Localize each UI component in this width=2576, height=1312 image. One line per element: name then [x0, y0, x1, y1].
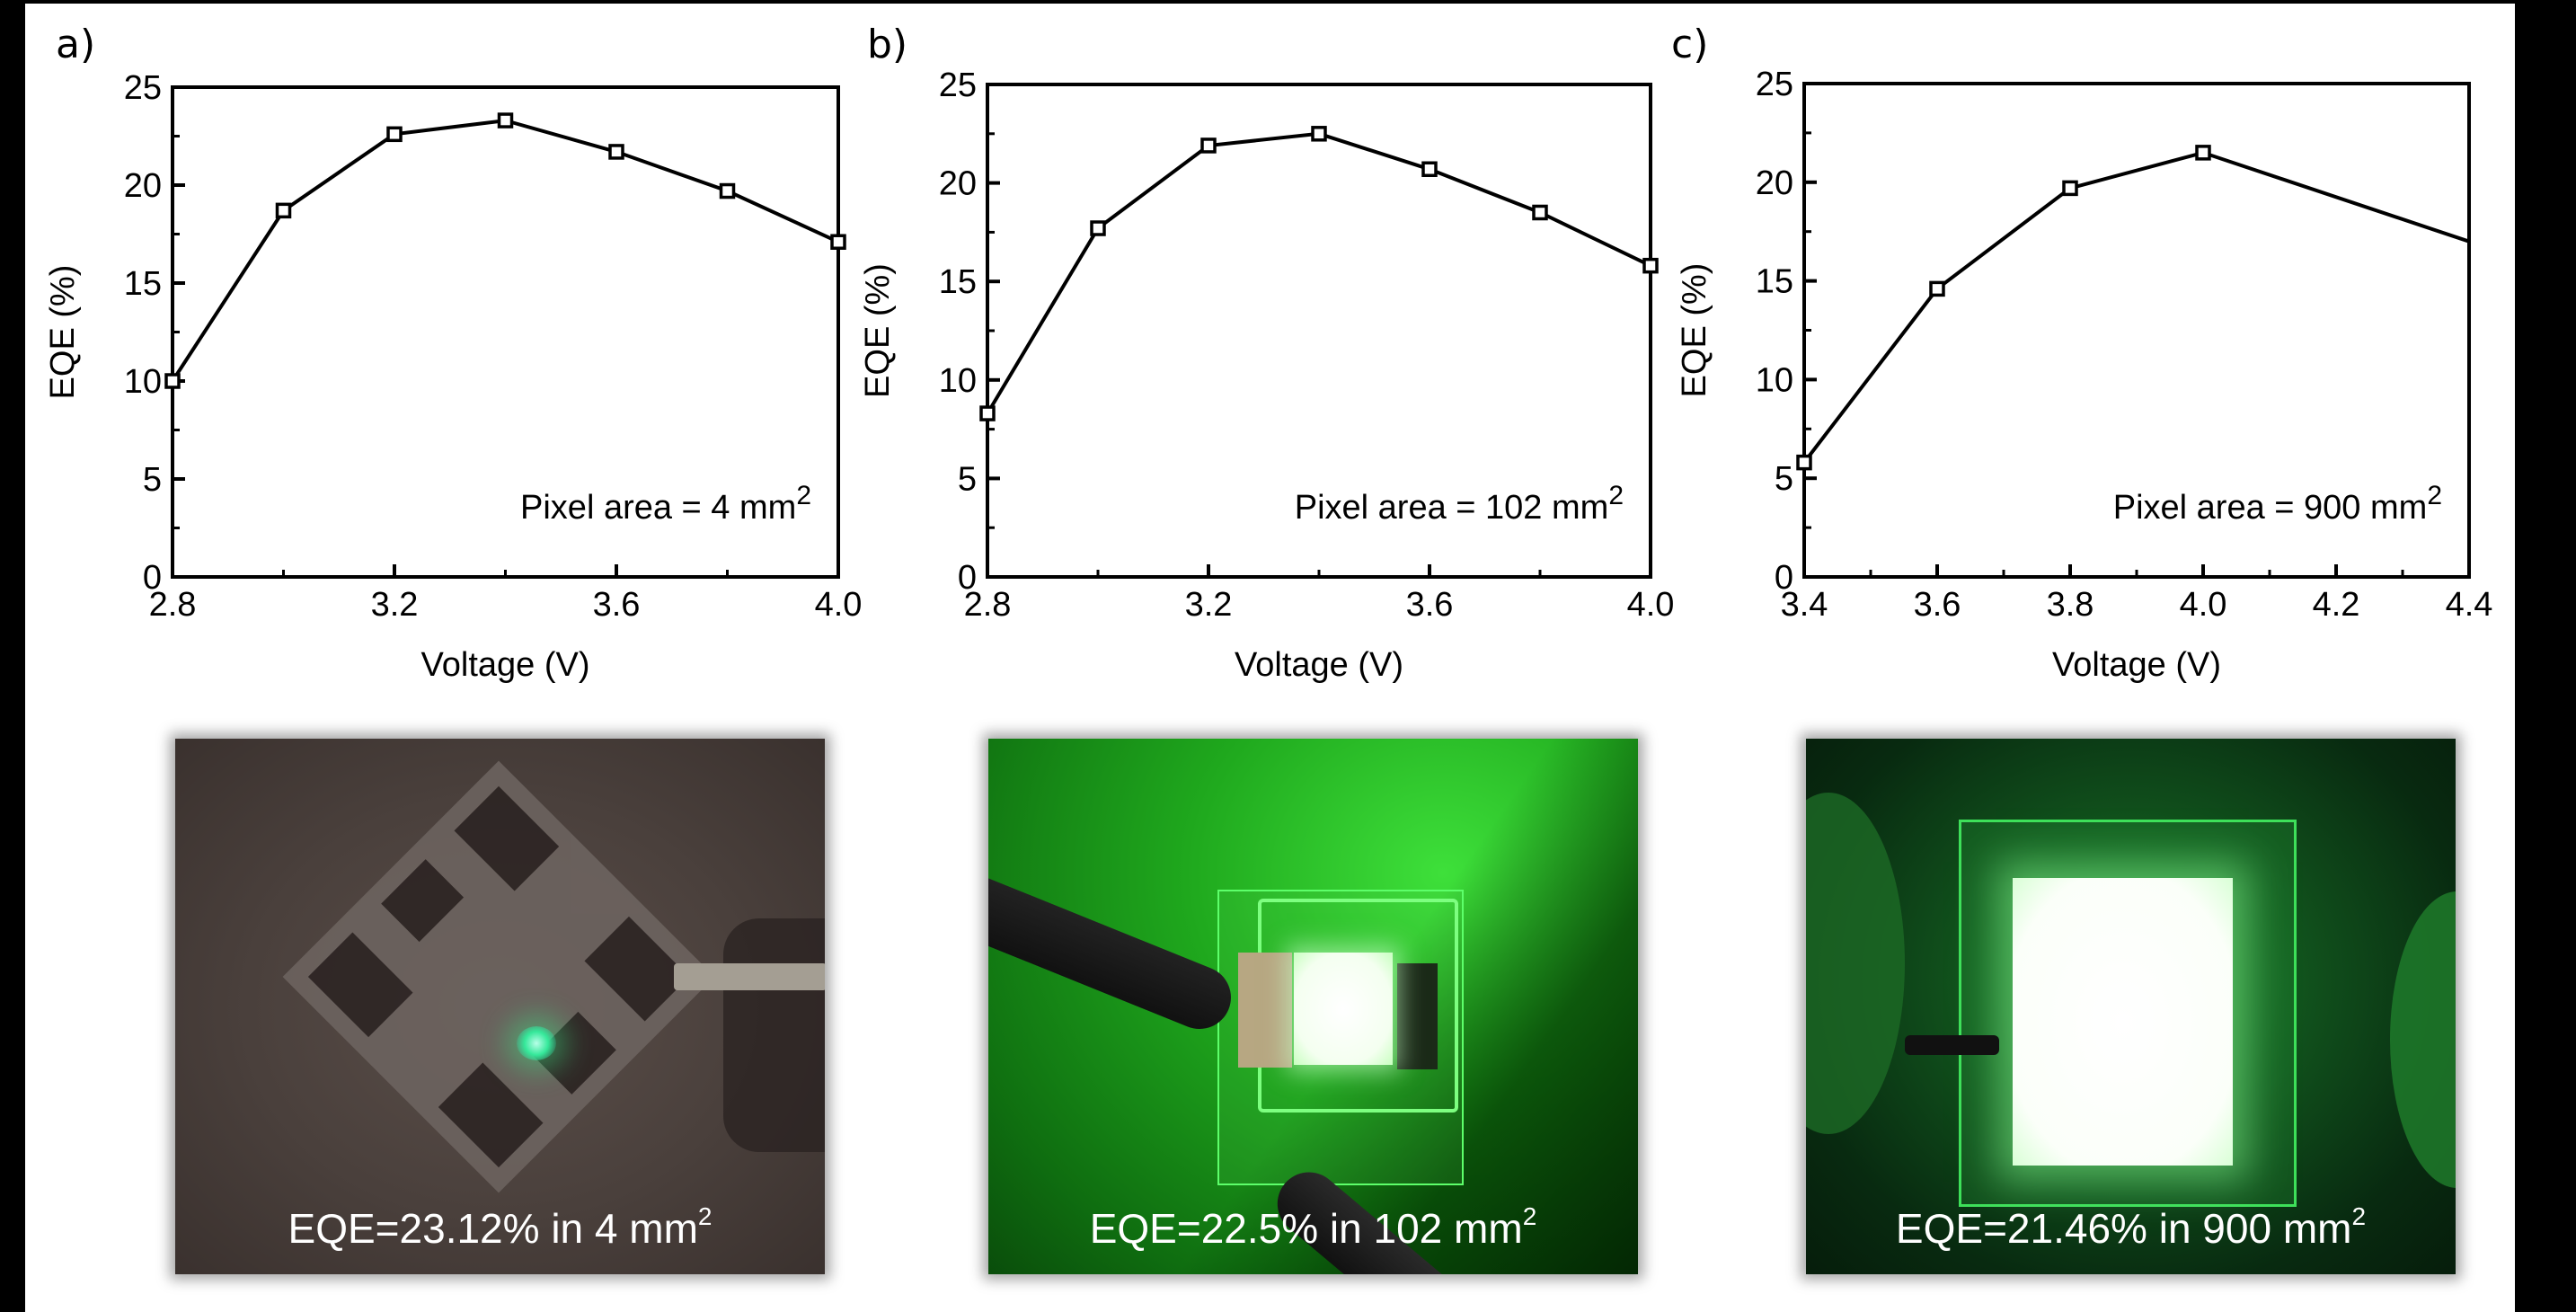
data-point-marker [1090, 220, 1106, 236]
x-tick-label: 4.0 [2180, 586, 2227, 624]
probe-tip [674, 963, 825, 990]
x-axis-title: Voltage (V) [421, 646, 590, 684]
y-tick-label: 20 [939, 165, 977, 203]
y-tick-label: 15 [1756, 263, 1793, 301]
emission-area [1294, 953, 1393, 1065]
photo-caption-a: EQE=23.12% in 4 mm2 [288, 1202, 713, 1252]
data-point-marker [1311, 126, 1327, 142]
x-tick-label: 3.2 [371, 586, 419, 624]
emission-area [2013, 878, 2233, 1166]
y-axis-title: EQE (%) [1676, 263, 1713, 398]
y-tick-label: 15 [939, 263, 977, 301]
eqe-voltage-charts: 0 5 10 15 20 25 2.8 3.2 3.6 4.0 Voltage (V) EQE (%)… [44, 66, 2492, 684]
panel-label-c: c) [1671, 22, 1709, 67]
data-point-marker [386, 126, 403, 143]
photo-caption-c: EQE=21.46% in 900 mm2 [1895, 1202, 2367, 1252]
x-tick-label: 3.6 [1914, 586, 1961, 624]
x-tick-label: 4.2 [2313, 586, 2360, 624]
data-point-marker [1929, 280, 1945, 297]
y-tick-label: 0 [143, 559, 162, 597]
y-tick-label: 20 [124, 167, 162, 205]
x-tick-label: 3.6 [593, 586, 641, 624]
y-tick-label: 5 [958, 460, 977, 498]
y-tick-label: 0 [1775, 559, 1793, 597]
y-axis-title: EQE (%) [44, 265, 82, 400]
data-point-marker [1200, 137, 1217, 154]
eqe-line [986, 131, 1651, 415]
chart-c: 0 5 10 15 20 25 3.4 3.6 3.8 4.0 4.2 4.4 Voltage (V) E… [1676, 66, 2492, 684]
pixel-area-annotation: Pixel area = 102 mm2 [1295, 481, 1624, 527]
y-tick-label: 10 [1756, 361, 1793, 399]
photo-caption-b: EQE=22.5% in 102 mm2 [1089, 1202, 1537, 1252]
y-tick-label: 20 [1756, 164, 1793, 202]
y-tick-label: 25 [939, 66, 977, 104]
y-tick-label: 10 [124, 363, 162, 401]
x-tick-label: 4.4 [2446, 586, 2493, 624]
chart-a: 0 5 10 15 20 25 2.8 3.2 3.6 4.0 Voltage (V) EQE (%)… [44, 69, 862, 684]
y-tick-label: 5 [1775, 460, 1793, 498]
device-photo-4mm2: EQE=23.12% in 4 mm2 [175, 739, 825, 1274]
y-tick-label: 25 [1756, 66, 1793, 103]
data-point-marker [719, 182, 736, 199]
eqe-line [1802, 150, 2470, 464]
x-tick-label: 4.0 [1627, 586, 1675, 624]
x-tick-label: 4.0 [815, 586, 863, 624]
substrate [282, 760, 715, 1193]
device-photo-102mm2: EQE=22.5% in 102 mm2 [988, 739, 1638, 1274]
data-point-marker [608, 144, 624, 160]
data-point-marker [2195, 145, 2211, 161]
data-point-marker [1796, 454, 1812, 471]
data-point-marker [830, 234, 846, 250]
device-photo-900mm2: EQE=21.46% in 900 mm2 [1806, 739, 2456, 1274]
data-point-marker [2062, 180, 2078, 197]
data-point-marker [164, 373, 181, 389]
x-tick-label: 3.8 [2047, 586, 2094, 624]
eqe-line [171, 119, 839, 383]
data-point-marker [497, 112, 514, 129]
y-tick-label: 25 [124, 69, 162, 107]
data-point-marker [1532, 204, 1548, 221]
x-tick-label: 2.8 [964, 586, 1012, 624]
pixel-area-annotation: Pixel area = 900 mm2 [2113, 481, 2442, 527]
y-tick-label: 0 [958, 559, 977, 597]
x-tick-label: 2.8 [149, 586, 197, 624]
data-point-marker [1421, 161, 1438, 178]
panel-label-a: a) [56, 22, 96, 67]
probe-holder [723, 918, 825, 1152]
hand [1806, 793, 1905, 1134]
y-tick-label: 10 [939, 362, 977, 400]
x-tick-label: 3.4 [1781, 586, 1828, 624]
panel-label-b: b) [867, 22, 908, 67]
y-tick-label: 5 [143, 461, 162, 499]
probe-clip [988, 875, 1241, 1039]
contact-pad [1397, 963, 1438, 1069]
probe-clip [1905, 1035, 1999, 1055]
data-point-marker [275, 202, 292, 219]
x-axis-title: Voltage (V) [1235, 646, 1403, 684]
x-tick-label: 3.6 [1406, 586, 1454, 624]
contact-pad [1238, 953, 1292, 1068]
emission-spot [517, 1026, 556, 1060]
x-tick-label: 3.2 [1185, 586, 1233, 624]
y-axis-title: EQE (%) [859, 263, 897, 398]
data-point-marker [979, 405, 996, 421]
hand [2390, 891, 2456, 1188]
chart-b: 0 5 10 15 20 25 2.8 3.2 3.6 4.0 Voltage (V) EQE (%)… [859, 66, 1674, 684]
pixel-area-annotation: Pixel area = 4 mm2 [520, 481, 811, 527]
data-point-marker [1642, 257, 1659, 274]
x-axis-title: Voltage (V) [2052, 646, 2221, 684]
y-tick-label: 15 [124, 265, 162, 303]
